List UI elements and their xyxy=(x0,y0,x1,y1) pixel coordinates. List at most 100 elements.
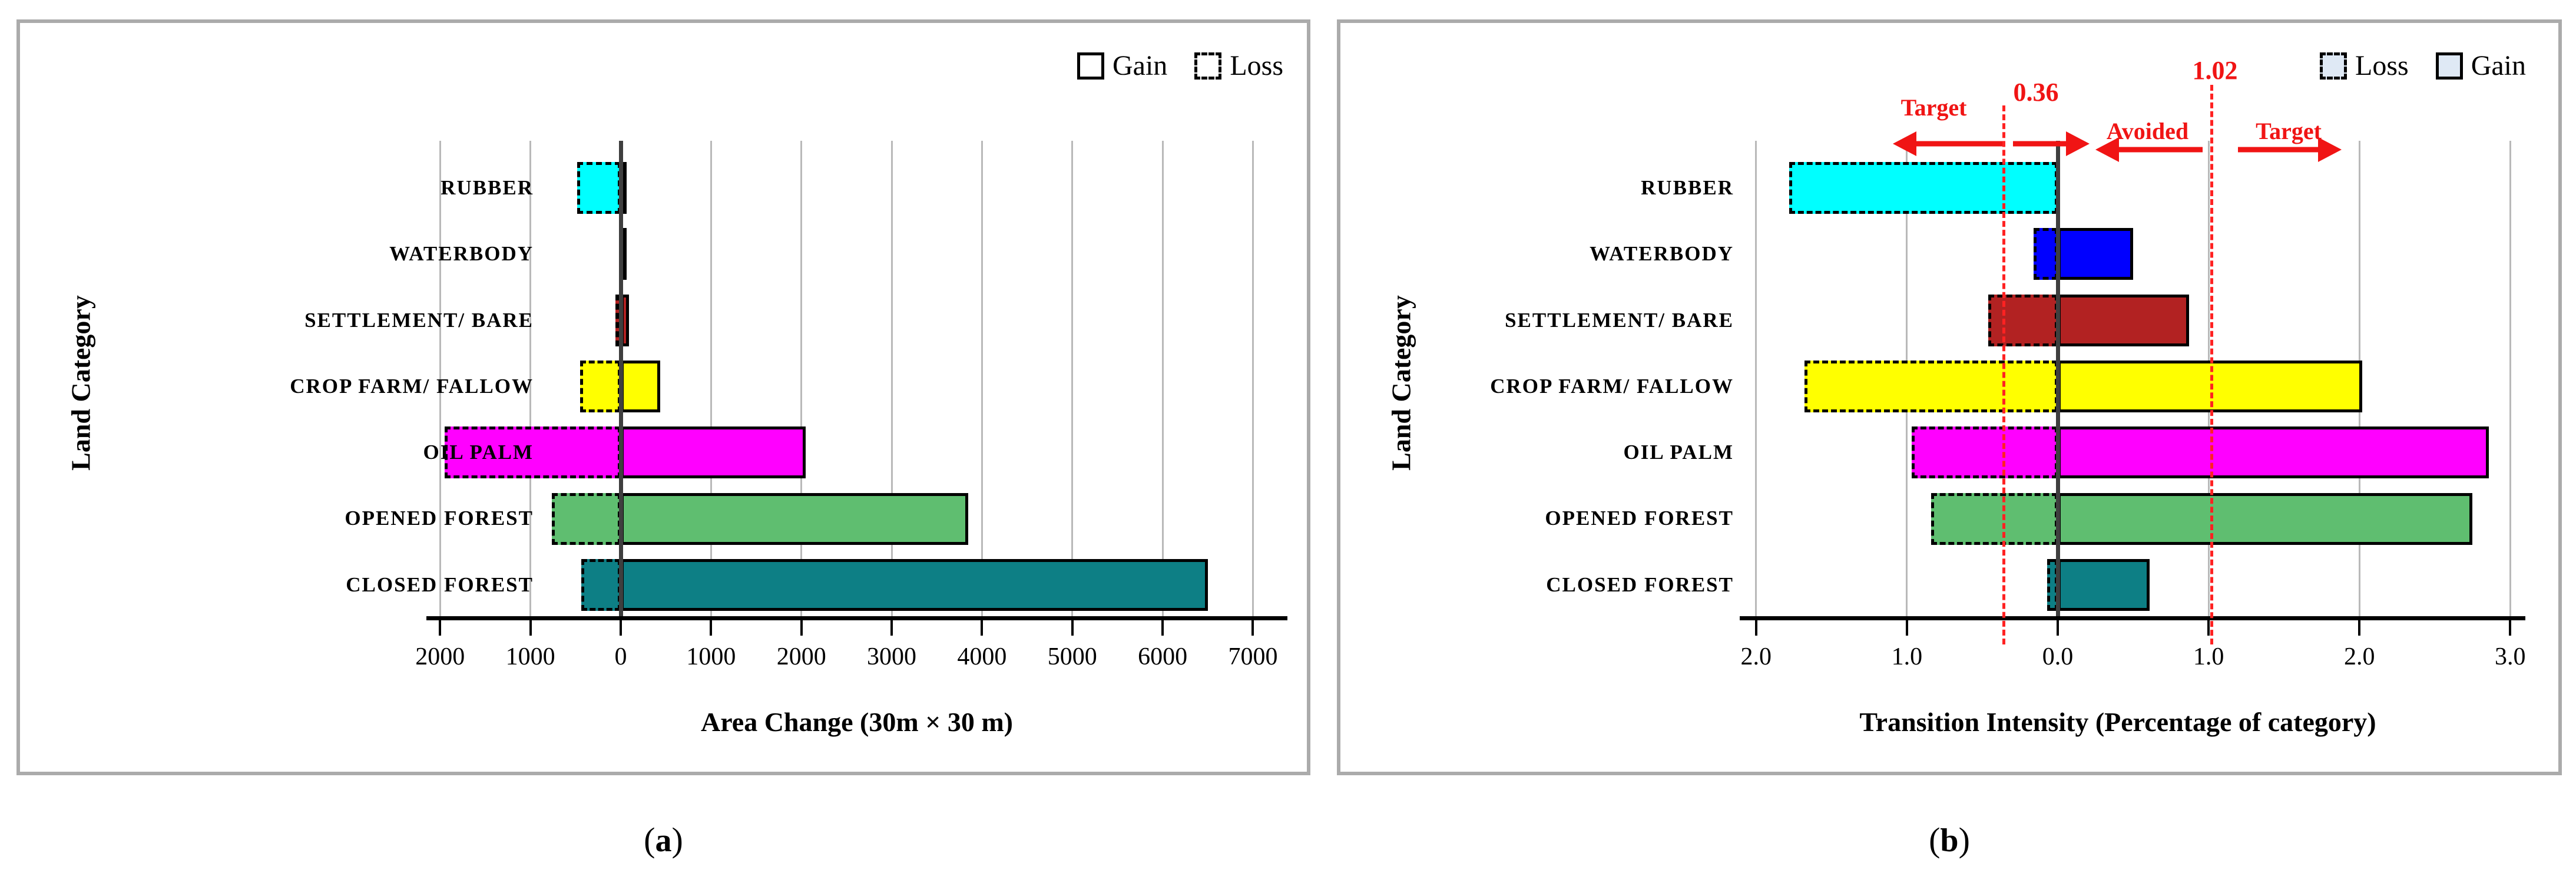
legend-label-gain: Gain xyxy=(1112,50,1168,81)
target-label-right: Target xyxy=(2256,118,2322,144)
gridline xyxy=(2509,141,2511,618)
tick-label: 0.0 xyxy=(2042,643,2074,670)
caption-b-paren-close: ) xyxy=(1958,821,1970,859)
loss-threshold-line xyxy=(2002,105,2005,644)
chart-panel-a: Gain Loss Land Category 2000 1000 0 1000 200… xyxy=(16,19,1310,775)
axis-tick xyxy=(1905,618,1908,636)
x-axis-title-b: Transition Intensity (Percentage of cate… xyxy=(1859,707,2376,737)
bar-gain-oil-palm xyxy=(621,426,806,479)
gridline xyxy=(800,141,803,618)
legend-b: Loss Gain xyxy=(2320,49,2526,82)
axis-tick xyxy=(620,618,622,636)
plot-area-a: 2000 1000 0 1000 2000 3000 4000 5000 6000 7000 RUB… xyxy=(20,23,1307,772)
caption-b: (b) xyxy=(1337,820,2562,859)
tick-label: 0 xyxy=(614,643,627,670)
caption-b-letter: b xyxy=(1940,822,1959,859)
caption-a: (a) xyxy=(16,820,1310,859)
bar-loss-closed-forest xyxy=(581,558,621,611)
bar-gain-crop-farm-fallow xyxy=(621,361,661,412)
avoided-label: Avoided xyxy=(2106,118,2189,144)
category-label-opened-forest: OPENED FOREST xyxy=(345,507,534,530)
tick-label: 2000 xyxy=(776,643,826,670)
legend-item-loss: Loss xyxy=(1194,49,1283,82)
category-label-oil-palm: OIL PALM xyxy=(423,441,534,464)
caption-b-paren-open: ( xyxy=(1929,821,1941,859)
zero-axis-line xyxy=(2055,141,2060,618)
axis-tick xyxy=(2509,618,2512,636)
tick-label: 2.0 xyxy=(2343,643,2375,670)
category-label-opened-forest: OPENED FOREST xyxy=(1545,507,1734,530)
category-label-settlement-bare: SETTLEMENT/ BARE xyxy=(304,308,534,332)
tick-label: 6000 xyxy=(1138,643,1188,670)
loss-swatch-icon xyxy=(2320,52,2347,80)
bar-gain-opened-forest xyxy=(2058,492,2473,545)
zero-axis-line xyxy=(618,141,623,618)
tick-label: 4000 xyxy=(957,643,1007,670)
gain-threshold-line xyxy=(2210,85,2213,644)
gridline xyxy=(1251,141,1254,618)
category-label-waterbody: WATERBODY xyxy=(1590,242,1734,266)
axis-tick xyxy=(981,618,984,636)
axis-tick xyxy=(1754,618,1757,636)
bar-loss-opened-forest xyxy=(1931,492,2058,545)
loss-threshold-value: 0.36 xyxy=(2013,78,2059,107)
gridline xyxy=(710,141,712,618)
category-label-crop-farm-fallow: CROP FARM/ FALLOW xyxy=(290,374,534,398)
x-axis-title-a: Area Change (30m × 30 m) xyxy=(700,707,1013,737)
category-label-closed-forest: CLOSED FOREST xyxy=(1546,573,1734,596)
caption-a-paren-open: ( xyxy=(644,821,655,859)
axis-tick xyxy=(529,618,532,636)
x-axis-line xyxy=(1740,616,2525,620)
category-label-settlement-bare: SETTLEMENT/ BARE xyxy=(1505,308,1734,332)
legend-item-loss: Loss xyxy=(2320,49,2409,82)
tick-label: 1.0 xyxy=(2193,643,2224,670)
tick-label: 7000 xyxy=(1228,643,1278,670)
bar-gain-oil-palm xyxy=(2058,426,2489,479)
tick-label: 2000 xyxy=(415,643,465,670)
caption-a-paren-close: ) xyxy=(671,821,683,859)
gridline xyxy=(890,141,893,618)
bar-loss-crop-farm-fallow xyxy=(580,361,621,412)
caption-a-letter: a xyxy=(655,822,672,859)
bar-loss-opened-forest xyxy=(552,492,621,545)
category-label-rubber: RUBBER xyxy=(1641,176,1734,199)
axis-tick xyxy=(2207,618,2210,636)
bar-loss-rubber xyxy=(577,162,621,214)
axis-tick xyxy=(1071,618,1074,636)
axis-tick xyxy=(439,618,442,636)
legend-item-gain: Gain xyxy=(1077,49,1167,82)
bar-loss-settlement-bare xyxy=(1988,294,2058,346)
chart-panel-b: Loss Gain Land Category 2.0 1.0 0.0 1.0 2.0 3… xyxy=(1337,19,2562,775)
bar-loss-oil-palm xyxy=(1911,426,2058,479)
x-axis-line xyxy=(426,616,1287,620)
gain-threshold-value: 1.02 xyxy=(2192,56,2238,85)
axis-tick xyxy=(1161,618,1164,636)
gain-swatch-icon xyxy=(1077,52,1104,80)
bar-loss-rubber xyxy=(1789,162,2058,214)
axis-tick xyxy=(890,618,893,636)
axis-tick xyxy=(1251,618,1254,636)
legend-label-loss: Loss xyxy=(2355,50,2409,81)
category-label-oil-palm: OIL PALM xyxy=(1623,441,1734,464)
legend-label-loss: Loss xyxy=(1230,50,1283,81)
axis-tick xyxy=(710,618,713,636)
tick-label: 2.0 xyxy=(1740,643,1772,670)
gridline xyxy=(1161,141,1164,618)
bar-gain-crop-farm-fallow xyxy=(2058,361,2363,412)
gain-swatch-icon xyxy=(2435,52,2463,80)
target-label-left: Target xyxy=(1900,94,1967,121)
tick-label: 1.0 xyxy=(1891,643,1923,670)
plot-area-b: 2.0 1.0 0.0 1.0 2.0 3.0 RUBBER WATERBODY SETTLEM… xyxy=(1340,23,2558,772)
gridline xyxy=(981,141,983,618)
legend-label-gain: Gain xyxy=(2471,50,2526,81)
bar-gain-settlement-bare xyxy=(2058,294,2189,346)
tick-label: 1000 xyxy=(505,643,555,670)
category-label-waterbody: WATERBODY xyxy=(389,242,534,266)
tick-label: 1000 xyxy=(686,643,736,670)
legend-a: Gain Loss xyxy=(1077,49,1283,82)
gridline xyxy=(529,141,532,618)
bar-loss-crop-farm-fallow xyxy=(1804,361,2058,412)
tick-label: 3000 xyxy=(867,643,917,670)
category-label-crop-farm-fallow: CROP FARM/ FALLOW xyxy=(1490,374,1734,398)
